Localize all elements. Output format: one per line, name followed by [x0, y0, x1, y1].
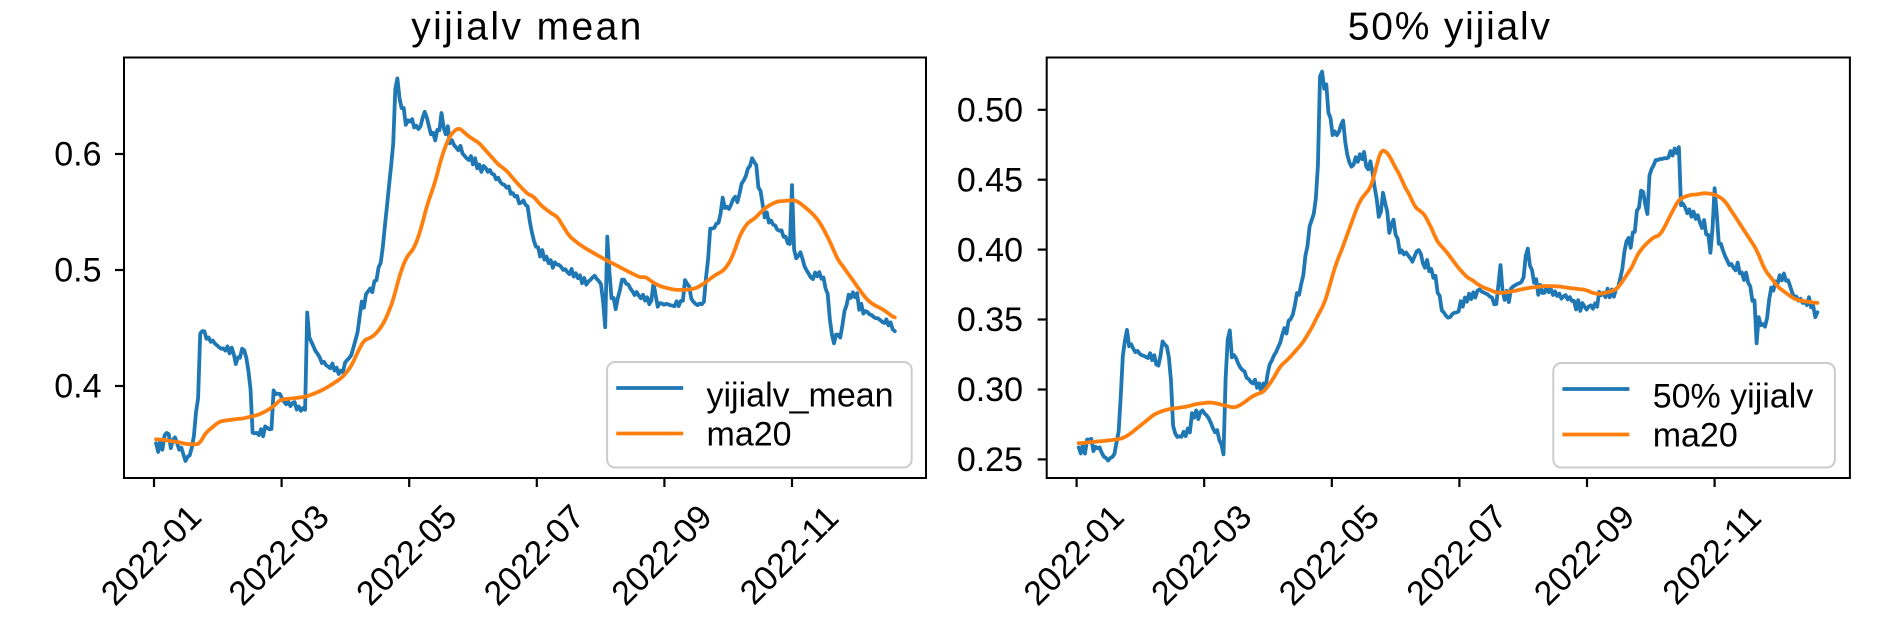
svg-text:0.35: 0.35	[957, 301, 1023, 339]
svg-text:0.6: 0.6	[54, 136, 101, 174]
svg-text:0.4: 0.4	[54, 368, 101, 406]
svg-text:yijialv mean: yijialv mean	[411, 6, 644, 49]
svg-text:0.45: 0.45	[957, 161, 1023, 199]
svg-text:yijialv_mean: yijialv_mean	[707, 376, 894, 414]
svg-text:50% yijialv: 50% yijialv	[1348, 6, 1552, 49]
svg-text:0.5: 0.5	[54, 252, 101, 290]
svg-text:0.50: 0.50	[957, 92, 1023, 130]
svg-text:0.30: 0.30	[957, 371, 1023, 409]
svg-text:ma20: ma20	[707, 416, 792, 454]
svg-text:50% yijialv: 50% yijialv	[1653, 377, 1814, 415]
svg-text:ma20: ma20	[1653, 417, 1738, 455]
svg-text:0.40: 0.40	[957, 231, 1023, 269]
svg-text:0.25: 0.25	[957, 441, 1023, 479]
